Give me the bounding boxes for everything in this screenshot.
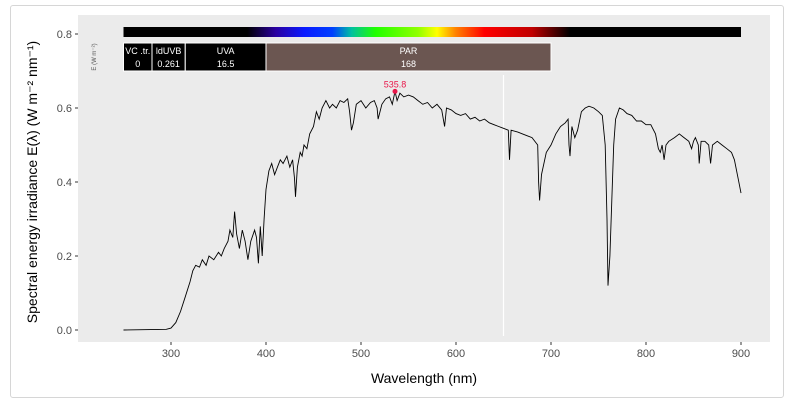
band-label: ldUVB (156, 46, 182, 56)
peak-label: 535.8 (384, 79, 407, 89)
band-label: UVA (217, 46, 235, 56)
x-axis-title: Wavelength (nm) (371, 370, 477, 386)
peak-point (392, 88, 398, 94)
x-tick-label: 500 (352, 348, 370, 360)
x-tick-label: 800 (637, 348, 655, 360)
y-tick-label: 0.4 (57, 177, 72, 189)
x-tick-label: 400 (257, 348, 275, 360)
band-label: VC .tr. (125, 46, 150, 56)
y-tick-label: 0.6 (57, 103, 72, 115)
y-tick-label: 0.8 (57, 29, 72, 41)
band-value: 0.261 (157, 59, 180, 69)
band-label: PAR (400, 46, 418, 56)
spectrum-color-bar (123, 27, 741, 37)
x-tick-label: 900 (732, 348, 750, 360)
x-tick-label: 300 (162, 348, 180, 360)
band-box (151, 42, 186, 72)
band-box (123, 42, 153, 72)
y-tick-label: 0.0 (57, 325, 72, 337)
band-axis-label: E (W m⁻²) (92, 43, 98, 70)
band-value: 0 (135, 59, 140, 69)
x-tick-label: 600 (447, 348, 465, 360)
band-box (184, 42, 267, 72)
band-value: 16.5 (217, 59, 235, 69)
band-value: 168 (401, 59, 416, 69)
spectrum-line (123, 91, 742, 331)
x-tick-label: 700 (542, 348, 560, 360)
y-axis-title: Spectral energy irradiance E(λ) (W m⁻² n… (24, 41, 40, 323)
band-box (265, 42, 552, 72)
y-tick-label: 0.2 (57, 251, 72, 263)
